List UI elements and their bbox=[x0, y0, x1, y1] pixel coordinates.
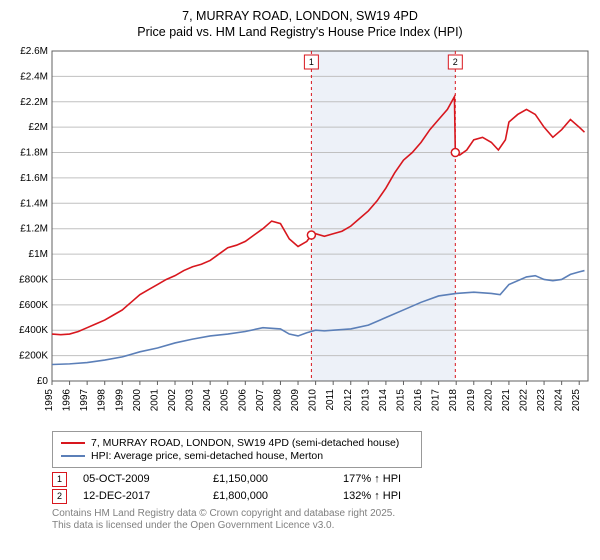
x-tick-label: 2008 bbox=[272, 388, 283, 411]
x-tick-label: 2003 bbox=[185, 388, 196, 411]
legend-item: 7, MURRAY ROAD, LONDON, SW19 4PD (semi-d… bbox=[61, 437, 413, 449]
x-tick-label: 2011 bbox=[325, 388, 336, 410]
x-tick-label: 2009 bbox=[290, 388, 301, 411]
sale-row-price: £1,800,000 bbox=[213, 490, 343, 502]
x-tick-label: 2016 bbox=[413, 388, 424, 411]
x-tick-label: 2019 bbox=[466, 388, 477, 411]
y-tick-label: £200K bbox=[19, 350, 48, 361]
x-tick-label: 2023 bbox=[536, 388, 547, 411]
sale-marker-id: 1 bbox=[309, 57, 314, 67]
sale-rows: 1 05-OCT-2009£1,150,000177% ↑ HPI 2 12-DEC-… bbox=[8, 472, 592, 504]
title-sub: Price paid vs. HM Land Registry's House … bbox=[8, 24, 592, 40]
legend-label: 7, MURRAY ROAD, LONDON, SW19 4PD (semi-d… bbox=[91, 437, 399, 449]
legend-label: HPI: Average price, semi-detached house,… bbox=[91, 450, 323, 462]
x-tick-label: 2020 bbox=[483, 388, 494, 411]
y-tick-label: £600K bbox=[19, 299, 48, 310]
x-tick-label: 2001 bbox=[149, 388, 160, 411]
sale-row-id: 2 bbox=[52, 489, 67, 504]
legend-item: HPI: Average price, semi-detached house,… bbox=[61, 450, 413, 462]
x-tick-label: 2000 bbox=[132, 388, 143, 411]
x-tick-label: 2007 bbox=[255, 388, 266, 411]
y-tick-label: £0 bbox=[37, 376, 49, 387]
chart-title: 7, MURRAY ROAD, LONDON, SW19 4PD Price p… bbox=[8, 8, 592, 41]
copyright-line2: This data is licensed under the Open Gov… bbox=[52, 520, 592, 532]
copyright-line1: Contains HM Land Registry data © Crown c… bbox=[52, 508, 592, 520]
y-tick-label: £800K bbox=[19, 274, 48, 285]
x-tick-label: 2005 bbox=[220, 388, 231, 411]
x-tick-label: 1999 bbox=[114, 388, 125, 411]
legend: 7, MURRAY ROAD, LONDON, SW19 4PD (semi-d… bbox=[52, 431, 422, 468]
x-tick-label: 2013 bbox=[360, 388, 371, 411]
sale-row-hpi: 177% ↑ HPI bbox=[343, 473, 401, 485]
sale-marker-id: 2 bbox=[453, 57, 458, 67]
sale-row-hpi: 132% ↑ HPI bbox=[343, 490, 401, 502]
y-tick-label: £1.6M bbox=[20, 172, 48, 183]
y-tick-label: £1M bbox=[29, 249, 48, 260]
x-tick-label: 2017 bbox=[431, 388, 442, 411]
x-tick-label: 2010 bbox=[308, 388, 319, 411]
sale-row: 2 12-DEC-2017£1,800,000132% ↑ HPI bbox=[52, 489, 592, 504]
x-tick-label: 2021 bbox=[501, 388, 512, 411]
sale-row-price: £1,150,000 bbox=[213, 473, 343, 485]
sale-row: 1 05-OCT-2009£1,150,000177% ↑ HPI bbox=[52, 472, 592, 487]
title-main: 7, MURRAY ROAD, LONDON, SW19 4PD bbox=[8, 8, 592, 24]
y-tick-label: £2.6M bbox=[20, 46, 48, 57]
y-tick-label: £400K bbox=[19, 325, 48, 336]
shade-band bbox=[311, 51, 455, 381]
sale-row-date: 12-DEC-2017 bbox=[83, 490, 213, 502]
legend-swatch bbox=[61, 455, 85, 457]
x-tick-label: 2015 bbox=[395, 388, 406, 411]
chart-svg: £0 £200K £400K £600K £800K £1M £1.2M £1.4M £1.6M… bbox=[8, 45, 592, 425]
y-tick-label: £2M bbox=[29, 122, 48, 133]
x-tick-label: 2004 bbox=[202, 388, 213, 411]
x-tick-label: 2002 bbox=[167, 388, 178, 411]
x-tick-label: 1995 bbox=[44, 388, 55, 411]
sale-dot bbox=[451, 148, 459, 156]
x-tick-label: 2006 bbox=[237, 388, 248, 411]
chart-area: £0 £200K £400K £600K £800K £1M £1.2M £1.4M £1.6M… bbox=[8, 45, 592, 425]
x-tick-label: 1996 bbox=[62, 388, 73, 411]
x-tick-label: 1997 bbox=[79, 388, 90, 411]
x-tick-label: 2014 bbox=[378, 388, 389, 411]
y-tick-label: £2.4M bbox=[20, 71, 48, 82]
sale-row-id: 1 bbox=[52, 472, 67, 487]
x-tick-label: 2025 bbox=[571, 388, 582, 411]
y-tick-label: £1.8M bbox=[20, 147, 48, 158]
x-tick-label: 2022 bbox=[518, 388, 529, 411]
legend-swatch bbox=[61, 442, 85, 444]
sale-dot bbox=[307, 231, 315, 239]
x-tick-label: 2012 bbox=[343, 388, 354, 411]
y-tick-label: £2.2M bbox=[20, 96, 48, 107]
x-tick-label: 1998 bbox=[97, 388, 108, 411]
y-tick-label: £1.2M bbox=[20, 223, 48, 234]
copyright: Contains HM Land Registry data © Crown c… bbox=[52, 508, 592, 532]
x-tick-label: 2018 bbox=[448, 388, 459, 411]
y-tick-label: £1.4M bbox=[20, 198, 48, 209]
sale-row-date: 05-OCT-2009 bbox=[83, 473, 213, 485]
x-tick-label: 2024 bbox=[554, 388, 565, 411]
